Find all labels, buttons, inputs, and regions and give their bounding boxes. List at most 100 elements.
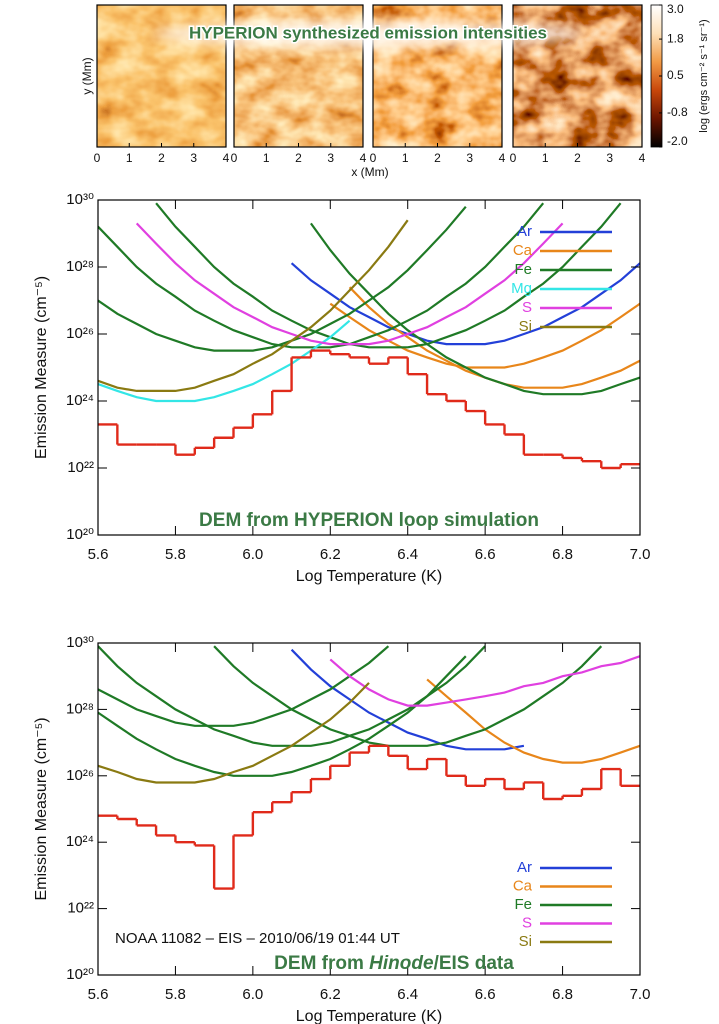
y-tick-label: 10²⁸ [66, 258, 94, 275]
em-locus-curve [98, 219, 409, 392]
y-tick-label: 10²⁴ [66, 833, 94, 850]
annotation: DEM from HYPERION loop simulation [199, 510, 539, 531]
colorbar-tick-label: 0.5 [667, 68, 684, 82]
y-tick-label: 10²⁸ [66, 700, 94, 717]
annotation-part: DEM from HYPERION loop simulation [199, 510, 539, 531]
x-axis-label: Log Temperature (K) [296, 1008, 442, 1024]
y-tick-label: 10²⁴ [66, 392, 94, 409]
x-tick-label: 2 [574, 151, 581, 165]
y-tick-label: 10³⁰ [66, 634, 94, 651]
x-tick-label: 6.8 [552, 546, 573, 563]
y-tick-label: 10²² [67, 459, 94, 476]
x-tick-label: 3 [606, 151, 613, 165]
x-tick-label: 4 [639, 151, 646, 165]
legend-label: Ar [517, 859, 532, 876]
colorbar-tick-label: 1.8 [667, 31, 684, 45]
legend-label: Si [519, 318, 532, 335]
x-tick-label: 6.2 [320, 986, 341, 1003]
x-tick-label: 6.0 [242, 986, 263, 1003]
x-tick-label: 2 [295, 151, 302, 165]
em-locus-curve [98, 319, 351, 403]
y-tick-label: 10²⁶ [66, 325, 94, 342]
plot-frame [97, 199, 641, 536]
x-tick-label: 1 [126, 151, 133, 165]
y-tick-label: 10²⁶ [66, 767, 94, 784]
legend-label: Ca [513, 877, 533, 894]
y-axis-label: Emission Measure (cm⁻⁵) [33, 276, 50, 459]
x-tick-label: 2 [158, 151, 165, 165]
x-tick-label: 4 [360, 151, 367, 165]
image-title: HYPERION synthesized emission intensitie… [189, 23, 547, 42]
em-locus-curve [98, 655, 467, 777]
x-tick-label: 6.2 [320, 546, 341, 563]
legend-label: Fe [514, 261, 532, 278]
y-tick-label: 10³⁰ [66, 191, 94, 208]
y-tick-label: 10²⁰ [66, 526, 94, 543]
em-locus-curve [155, 202, 622, 349]
x-tick-label: 6.4 [397, 546, 418, 563]
x-tick-label: 5.6 [88, 986, 109, 1003]
x-tick-label: 2 [434, 151, 441, 165]
legend-label: Ar [517, 223, 532, 240]
annotation: DEM from Hinode/EIS data [274, 953, 514, 974]
x-tick-label: 6.0 [242, 546, 263, 563]
x-tick-label: 0 [370, 151, 377, 165]
x-tick-label: 1 [542, 151, 549, 165]
x-tick-label: 0 [94, 151, 101, 165]
legend-label: S [522, 914, 532, 931]
x-tick-label: 5.8 [165, 546, 186, 563]
em-locus-curve [98, 645, 390, 727]
x-tick-label: 7.0 [630, 546, 651, 563]
x-tick-label: 1 [263, 151, 270, 165]
legend-label: Ca [513, 242, 533, 259]
y-axis-label: y (Mm) [80, 57, 94, 94]
em-locus-curve [213, 645, 603, 747]
em-locus-curve [426, 678, 640, 764]
em-locus-curve [329, 655, 640, 707]
x-tick-label: 6.8 [552, 986, 573, 1003]
x-tick-label: 7.0 [630, 986, 651, 1003]
x-tick-label: 6.6 [475, 986, 496, 1003]
x-tick-label: 3 [466, 151, 473, 165]
plot-layer [98, 645, 640, 890]
em-locus-curve [98, 202, 545, 349]
title-glow [153, 21, 583, 47]
x-tick-label: 0 [231, 151, 238, 165]
x-tick-label: 5.6 [88, 546, 109, 563]
em-locus-curve [290, 648, 525, 751]
em-locus-curve [329, 302, 640, 369]
legend-label: S [522, 299, 532, 316]
legend-label: Si [519, 933, 532, 950]
annotation-part: DEM from [274, 953, 369, 974]
x-tick-label: 4 [499, 151, 506, 165]
y-tick-label: 10²² [67, 900, 94, 917]
x-tick-label: 4 [223, 151, 230, 165]
x-tick-label: 6.4 [397, 986, 418, 1003]
x-tick-label: 5.8 [165, 986, 186, 1003]
colorbar-tick-label: -2.0 [667, 134, 688, 148]
em-locus-curve [98, 205, 467, 352]
x-axis-label: x (Mm) [351, 165, 388, 179]
em-locus-curve [310, 222, 640, 396]
y-tick-label: 10²⁰ [66, 966, 94, 983]
x-tick-label: 3 [190, 151, 197, 165]
em-locus-curve [135, 222, 564, 346]
plot-area [98, 200, 640, 535]
x-tick-label: 0 [510, 151, 517, 165]
legend-label: Mg [511, 280, 532, 297]
x-axis-label: Log Temperature (K) [296, 568, 442, 585]
note: NOAA 11082 – EIS – 2010/06/19 01:44 UT [115, 930, 400, 947]
plot-frame [97, 642, 641, 976]
y-axis-label: Emission Measure (cm⁻⁵) [33, 717, 50, 900]
x-tick-label: 6.6 [475, 546, 496, 563]
colorbar-label: log (ergs cm⁻² s⁻¹ sr⁻¹) [698, 19, 710, 132]
em-locus-curve [98, 682, 370, 784]
colorbar-tick-label: -0.8 [667, 105, 688, 119]
annotation-part: /EIS data [434, 953, 515, 974]
colorbar-tick-label: 3.0 [667, 2, 684, 16]
plot-area [98, 643, 640, 975]
annotation-part: Hinode [369, 953, 434, 974]
legend-label: Fe [514, 896, 532, 913]
